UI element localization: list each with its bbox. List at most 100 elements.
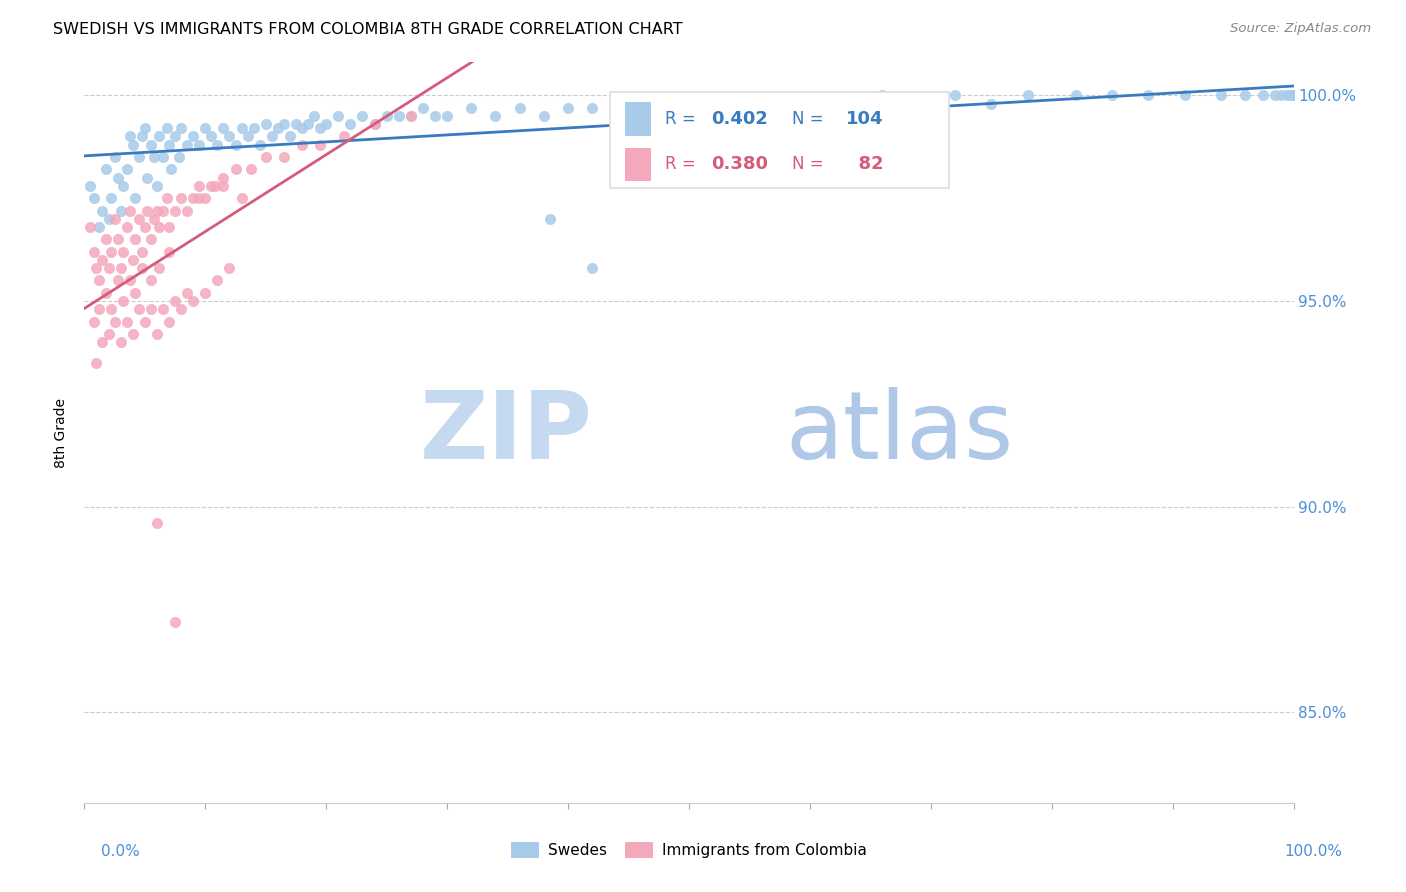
- Point: [87, 302, 110, 317]
- Point: [115, 314, 138, 328]
- Point: [128, 211, 150, 226]
- Point: [181, 293, 204, 308]
- Point: [146, 203, 169, 218]
- Point: [605, 101, 627, 115]
- Point: [110, 335, 132, 350]
- Point: [225, 137, 247, 152]
- Point: [725, 96, 748, 111]
- Point: [176, 285, 198, 300]
- Point: [134, 121, 156, 136]
- FancyBboxPatch shape: [624, 147, 651, 181]
- Point: [194, 285, 217, 300]
- Point: [1064, 88, 1087, 103]
- Point: [100, 191, 122, 205]
- Point: [157, 314, 180, 328]
- Point: [339, 117, 361, 131]
- Point: [97, 326, 120, 341]
- Point: [124, 191, 146, 205]
- Point: [136, 203, 159, 218]
- Text: N =: N =: [792, 155, 828, 173]
- Text: 82: 82: [846, 155, 884, 173]
- Text: SWEDISH VS IMMIGRANTS FROM COLOMBIA 8TH GRADE CORRELATION CHART: SWEDISH VS IMMIGRANTS FROM COLOMBIA 8TH …: [53, 22, 683, 37]
- Point: [139, 232, 162, 246]
- Point: [160, 162, 183, 177]
- Point: [87, 219, 110, 234]
- Point: [309, 137, 332, 152]
- Point: [134, 219, 156, 234]
- Text: 0.380: 0.380: [710, 155, 768, 173]
- Point: [121, 252, 143, 267]
- Text: R =: R =: [665, 110, 700, 128]
- Point: [218, 129, 240, 144]
- Point: [315, 117, 337, 131]
- Point: [291, 137, 314, 152]
- Point: [533, 109, 555, 123]
- Point: [260, 129, 283, 144]
- Point: [1282, 88, 1305, 103]
- Point: [1253, 88, 1275, 103]
- Point: [240, 162, 263, 177]
- Point: [112, 293, 135, 308]
- Point: [200, 178, 222, 193]
- Point: [124, 232, 146, 246]
- Point: [110, 261, 132, 276]
- Point: [1101, 88, 1123, 103]
- Point: [581, 261, 603, 276]
- Point: [702, 101, 724, 115]
- Point: [120, 273, 142, 287]
- Point: [94, 162, 117, 177]
- Point: [157, 219, 180, 234]
- Point: [94, 232, 117, 246]
- Point: [200, 129, 222, 144]
- Point: [352, 109, 374, 123]
- Point: [212, 170, 235, 185]
- Point: [181, 191, 204, 205]
- Point: [157, 244, 180, 259]
- Point: [249, 137, 271, 152]
- Point: [291, 121, 314, 136]
- Point: [943, 88, 966, 103]
- Point: [134, 314, 156, 328]
- Point: [225, 162, 247, 177]
- Point: [115, 162, 138, 177]
- Point: [165, 203, 187, 218]
- Point: [1282, 88, 1305, 103]
- Point: [980, 96, 1002, 111]
- Point: [107, 273, 129, 287]
- Point: [297, 117, 319, 131]
- Point: [97, 261, 120, 276]
- Point: [121, 137, 143, 152]
- Point: [152, 302, 174, 317]
- Point: [194, 191, 217, 205]
- Point: [436, 109, 458, 123]
- Point: [1277, 88, 1299, 103]
- Legend: Swedes, Immigrants from Colombia: Swedes, Immigrants from Colombia: [503, 834, 875, 865]
- Point: [165, 615, 187, 629]
- Point: [124, 285, 146, 300]
- Point: [91, 335, 114, 350]
- Point: [630, 96, 652, 111]
- Point: [218, 261, 240, 276]
- Point: [363, 117, 385, 131]
- Point: [86, 261, 108, 276]
- Point: [309, 121, 332, 136]
- Point: [165, 293, 187, 308]
- Point: [1279, 88, 1302, 103]
- Point: [460, 101, 482, 115]
- Point: [139, 137, 162, 152]
- Point: [131, 244, 153, 259]
- Point: [104, 211, 127, 226]
- Point: [188, 191, 211, 205]
- Point: [207, 137, 229, 152]
- Point: [188, 178, 211, 193]
- Point: [131, 129, 153, 144]
- Point: [87, 273, 110, 287]
- Point: [254, 150, 277, 164]
- Point: [121, 326, 143, 341]
- Point: [112, 178, 135, 193]
- Point: [1282, 88, 1305, 103]
- Point: [254, 117, 277, 131]
- Point: [267, 121, 290, 136]
- Point: [1282, 88, 1305, 103]
- Text: 100.0%: 100.0%: [1285, 845, 1343, 859]
